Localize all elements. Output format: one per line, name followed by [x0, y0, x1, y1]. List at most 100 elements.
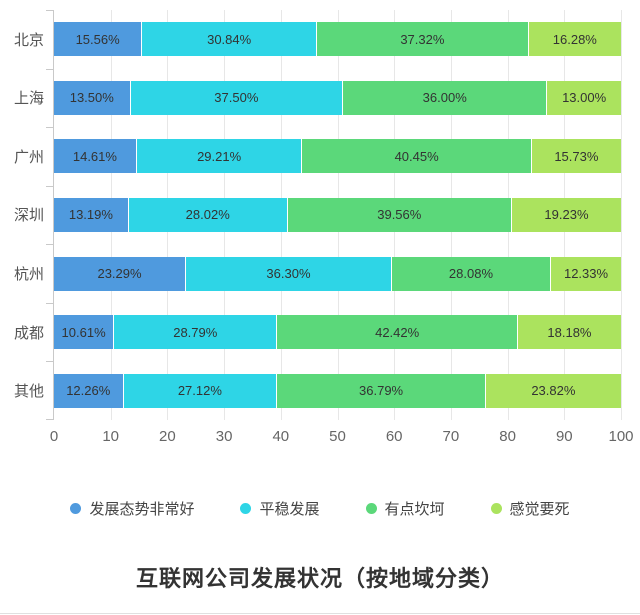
bar-segment: 15.73% [531, 139, 621, 174]
legend-dot-icon [490, 503, 502, 514]
bar-row: 广州 14.61% 29.21% 40.45% 15.73% [14, 127, 621, 186]
bottom-divider [0, 613, 640, 614]
bar-value-label: 40.45% [394, 148, 439, 164]
bar-segment: 37.32% [317, 22, 529, 57]
stacked-bar: 23.29% 36.30% 28.08% 12.33% [54, 256, 621, 291]
y-axis-tick [46, 68, 54, 70]
bar-segment: 16.28% [528, 22, 621, 57]
bar-value-label: 10.61% [61, 324, 106, 340]
x-axis-tick-label: 100 [608, 428, 634, 445]
bar-segment: 39.56% [287, 197, 512, 232]
bar-value-label: 39.56% [377, 207, 422, 223]
bar-segment: 28.08% [391, 256, 552, 291]
stacked-bar: 10.61% 28.79% 42.42% 18.18% [54, 315, 621, 350]
category-label: 上海 [13, 90, 44, 108]
bar-row: 杭州 23.29% 36.30% 28.08% 12.33% [14, 244, 621, 303]
legend-label: 平稳发展 [259, 501, 320, 518]
category-label: 广州 [13, 148, 44, 166]
y-axis-tick [46, 10, 54, 11]
bar-segment: 19.23% [511, 197, 621, 232]
y-axis-tick [46, 185, 54, 187]
category-label: 北京 [13, 31, 44, 49]
bar-segment: 27.12% [123, 373, 278, 408]
bar-segment: 37.50% [130, 80, 344, 115]
bar-row: 其他 12.26% 27.12% 36.79% 23.82% [14, 361, 621, 420]
bar-segment: 18.18% [517, 315, 621, 350]
bar-row: 上海 13.50% 37.50% 36.00% 13.00% [14, 69, 621, 128]
bar-value-label: 23.82% [531, 383, 576, 399]
legend: 发展态势非常好 平稳发展 有点坎坷 感觉要死 [0, 498, 640, 519]
legend-item[interactable]: 感觉要死 [490, 498, 570, 519]
bar-segment: 10.61% [54, 315, 115, 350]
bar-value-label: 13.19% [68, 207, 113, 223]
plot-area: 北京 15.56% 30.84% 37.32% 16.28% 上海 13.50% 37.50%… [14, 10, 634, 445]
y-axis-tick [46, 244, 54, 246]
x-axis-tick-label: 30 [215, 428, 233, 445]
x-axis-labels: 0 10 20 30 40 50 60 70 80 90 100 [50, 428, 634, 450]
bar-segment: 36.79% [277, 373, 486, 408]
x-axis-tick-label: 70 [442, 428, 460, 445]
bar-value-label: 36.30% [266, 266, 311, 282]
bar-segment: 23.29% [54, 256, 187, 291]
bar-segment: 28.02% [128, 197, 288, 232]
x-axis-tick-label: 40 [272, 428, 290, 445]
gridline [621, 10, 622, 420]
bar-segment: 42.42% [277, 315, 518, 350]
bar-segment: 40.45% [302, 139, 532, 174]
stacked-bar: 13.50% 37.50% 36.00% 13.00% [54, 80, 621, 115]
bar-value-label: 27.12% [177, 383, 222, 399]
bar-segment: 36.00% [343, 80, 548, 115]
stacked-bar: 12.26% 27.12% 36.79% 23.82% [54, 373, 621, 408]
bar-segment: 12.26% [54, 373, 124, 408]
bar-segment: 15.56% [54, 22, 143, 57]
bar-row: 北京 15.56% 30.84% 37.32% 16.28% [14, 10, 621, 69]
legend-item[interactable]: 有点坎坷 [365, 498, 445, 519]
bar-value-label: 15.56% [75, 31, 120, 47]
bar-value-label: 36.00% [422, 90, 467, 106]
bar-value-label: 13.50% [69, 90, 114, 106]
bar-value-label: 36.79% [359, 383, 404, 399]
y-axis-tick [46, 302, 54, 304]
stacked-bar: 14.61% 29.21% 40.45% 15.73% [54, 139, 621, 174]
y-axis-tick [46, 419, 54, 420]
legend-dot-icon [240, 503, 252, 514]
legend-dot-icon [70, 503, 82, 514]
bar-value-label: 37.32% [400, 31, 445, 47]
bar-value-label: 30.84% [207, 31, 252, 47]
stacked-bar: 15.56% 30.84% 37.32% 16.28% [54, 22, 621, 57]
category-label: 杭州 [13, 266, 44, 284]
bar-segment: 14.61% [54, 139, 137, 174]
bar-segment: 30.84% [142, 22, 318, 57]
bar-row: 成都 10.61% 28.79% 42.42% 18.18% [14, 303, 621, 362]
bar-value-label: 29.21% [197, 148, 242, 164]
x-axis-tick-label: 20 [159, 428, 176, 445]
bar-segment: 29.21% [136, 139, 303, 174]
bar-value-label: 15.73% [554, 148, 599, 164]
legend-item[interactable]: 发展态势非常好 [70, 498, 194, 519]
chart-title: 互联网公司发展状况（按地域分类） [135, 566, 504, 591]
category-label: 成都 [13, 324, 44, 342]
bar-value-label: 42.42% [375, 324, 420, 340]
bar-segment: 13.19% [54, 197, 129, 232]
x-axis-tick-label: 0 [49, 428, 59, 445]
legend-dot-icon [365, 503, 377, 514]
x-axis-tick-label: 90 [555, 428, 573, 445]
bar-segment: 23.82% [485, 373, 621, 408]
category-label: 深圳 [13, 207, 44, 225]
bar-value-label: 28.08% [448, 266, 493, 282]
stacked-bar: 13.19% 28.02% 39.56% 19.23% [54, 197, 621, 232]
legend-label: 感觉要死 [509, 501, 570, 518]
bar-segment: 36.30% [186, 256, 392, 291]
bar-value-label: 16.28% [552, 31, 597, 47]
legend-label: 有点坎坷 [384, 501, 445, 518]
chart-panel: 北京 15.56% 30.84% 37.32% 16.28% 上海 13.50% 37.50%… [0, 10, 640, 615]
bar-value-label: 13.00% [562, 90, 607, 106]
bar-value-label: 12.33% [563, 266, 609, 282]
y-axis-tick [46, 127, 54, 129]
x-axis-tick-label: 10 [102, 428, 120, 445]
y-axis-tick [46, 361, 54, 363]
legend-item[interactable]: 平稳发展 [240, 498, 320, 519]
bar-value-label: 28.79% [173, 324, 218, 340]
bar-value-label: 18.18% [547, 324, 592, 340]
bar-segment: 13.00% [547, 80, 621, 115]
